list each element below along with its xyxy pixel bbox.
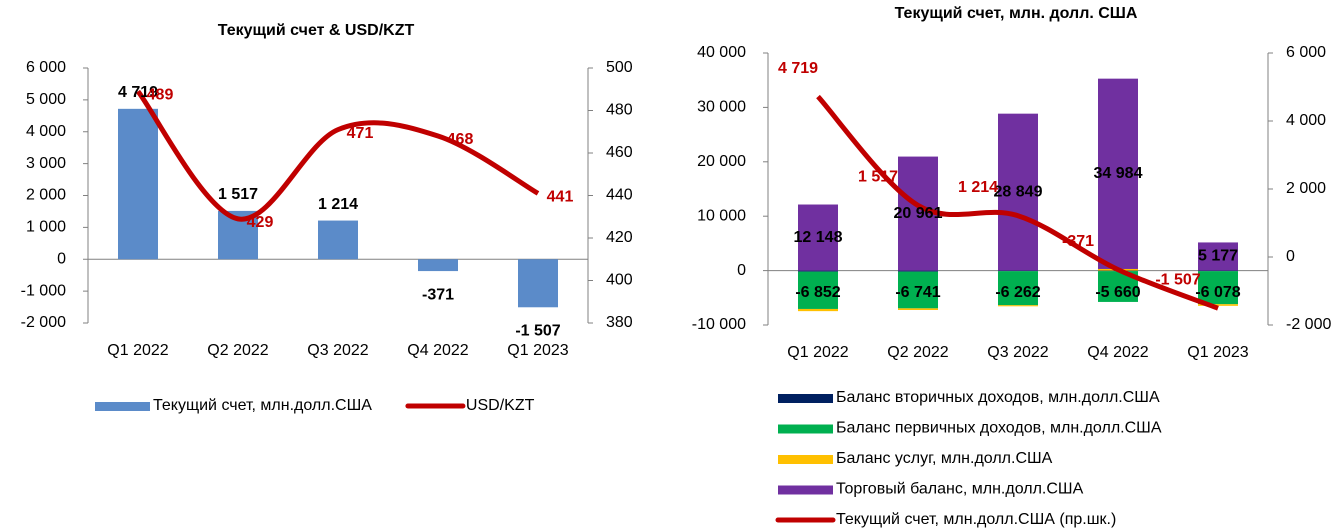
bar — [1198, 242, 1238, 271]
line-label: -371 — [1062, 233, 1094, 250]
y-tick-label: -2 000 — [21, 314, 66, 331]
bar — [118, 108, 158, 260]
value-label: 1 214 — [318, 196, 358, 213]
bar — [998, 270, 1038, 272]
value-label: -371 — [422, 286, 454, 303]
y-tick-label: -1 000 — [21, 282, 66, 299]
bar — [998, 271, 1038, 306]
y2-tick-label: 380 — [606, 314, 633, 331]
y2-tick-label: 500 — [606, 59, 633, 76]
bar — [318, 220, 358, 260]
value-label: -6 262 — [995, 284, 1040, 301]
bar — [1098, 78, 1138, 269]
y2-tick-label: 4 000 — [1286, 112, 1326, 129]
bar — [1198, 271, 1238, 305]
x-tick-label: Q4 2022 — [1087, 344, 1148, 361]
y2-tick-label: 0 — [1286, 248, 1295, 265]
x-tick-label: Q2 2022 — [207, 342, 268, 359]
bar — [998, 113, 1038, 271]
value-label: -6 078 — [1195, 284, 1240, 301]
bar — [798, 271, 838, 309]
y-tick-label: 6 000 — [26, 59, 66, 76]
legend-label: Текущий счет, млн.долл.США — [153, 397, 372, 414]
y-tick-label: 10 000 — [697, 207, 746, 224]
value-label: 20 961 — [894, 205, 943, 222]
line-label: 441 — [547, 189, 574, 206]
y-tick-label: 20 000 — [697, 153, 746, 170]
y-tick-label: 4 000 — [26, 123, 66, 140]
x-tick-label: Q4 2022 — [407, 342, 468, 359]
line-label: 1 214 — [958, 179, 998, 196]
bar — [798, 204, 838, 271]
line — [136, 89, 540, 222]
x-tick-label: Q1 2023 — [507, 342, 568, 359]
legend-label: Баланс услуг, млн.долл.США — [836, 450, 1053, 467]
x-tick-label: Q3 2022 — [987, 344, 1048, 361]
y-tick-label: 30 000 — [697, 99, 746, 116]
y-tick-label: 3 000 — [26, 155, 66, 172]
legend-swatch — [778, 394, 833, 403]
value-label: 5 177 — [1198, 248, 1238, 265]
y2-tick-label: -2 000 — [1286, 316, 1331, 333]
y-tick-label: 1 000 — [26, 219, 66, 236]
y2-tick-label: 480 — [606, 102, 633, 119]
bar — [898, 271, 938, 309]
legend-label: USD/KZT — [466, 397, 535, 414]
y-tick-label: 0 — [57, 250, 66, 267]
chart-title: Текущий счет & USD/KZT — [218, 22, 415, 39]
value-label: 34 984 — [1094, 165, 1143, 182]
legend-label: Текущий счет, млн.долл.США (пр.шк.) — [836, 511, 1116, 528]
bar — [1198, 270, 1238, 272]
value-label: 4 719 — [118, 84, 158, 101]
x-tick-label: Q2 2022 — [887, 344, 948, 361]
line-label: 468 — [447, 131, 474, 148]
bar — [898, 270, 938, 272]
bar — [998, 305, 1038, 307]
line-label: 471 — [347, 125, 374, 142]
line-label: 4 719 — [778, 60, 818, 77]
value-label: -5 660 — [1095, 284, 1140, 301]
y2-tick-label: 2 000 — [1286, 180, 1326, 197]
value-label: 1 517 — [218, 186, 258, 203]
value-label: 28 849 — [994, 183, 1043, 200]
bar — [798, 308, 838, 312]
legend-label: Торговый баланс, млн.долл.США — [836, 481, 1084, 498]
bar — [898, 308, 938, 310]
y2-tick-label: 420 — [606, 229, 633, 246]
x-tick-label: Q1 2022 — [107, 342, 168, 359]
legend-label: Баланс первичных доходов, млн.долл.США — [836, 420, 1162, 437]
line-label: 429 — [247, 214, 274, 231]
value-label: 12 148 — [794, 229, 843, 246]
line-label: 1 517 — [858, 169, 898, 186]
bar — [418, 259, 458, 272]
x-tick-label: Q1 2023 — [1187, 344, 1248, 361]
y2-tick-label: 440 — [606, 187, 633, 204]
legend-swatch — [95, 402, 150, 411]
x-tick-label: Q3 2022 — [307, 342, 368, 359]
y-tick-label: 2 000 — [26, 187, 66, 204]
y2-tick-label: 400 — [606, 272, 633, 289]
legend-swatch — [778, 424, 833, 434]
y-tick-label: -10 000 — [692, 316, 746, 333]
value-label: -1 507 — [515, 323, 560, 340]
bar — [1198, 304, 1238, 306]
y2-tick-label: 6 000 — [1286, 44, 1326, 61]
legend-swatch — [778, 485, 833, 495]
line — [816, 94, 1219, 311]
y-tick-label: 0 — [737, 262, 746, 279]
y2-tick-label: 460 — [606, 144, 633, 161]
chart-title: Текущий счет, млн. долл. США — [895, 5, 1138, 22]
bar — [518, 259, 558, 308]
y-tick-label: 5 000 — [26, 91, 66, 108]
line-label: 489 — [147, 87, 174, 104]
legend-swatch — [778, 455, 833, 464]
bar — [798, 270, 838, 272]
value-label: -6 852 — [795, 284, 840, 301]
x-tick-label: Q1 2022 — [787, 344, 848, 361]
y-tick-label: 40 000 — [697, 44, 746, 61]
line-label: -1 507 — [1155, 271, 1200, 288]
value-label: -6 741 — [895, 284, 940, 301]
legend-label: Баланс вторичных доходов, млн.долл.США — [836, 389, 1160, 406]
